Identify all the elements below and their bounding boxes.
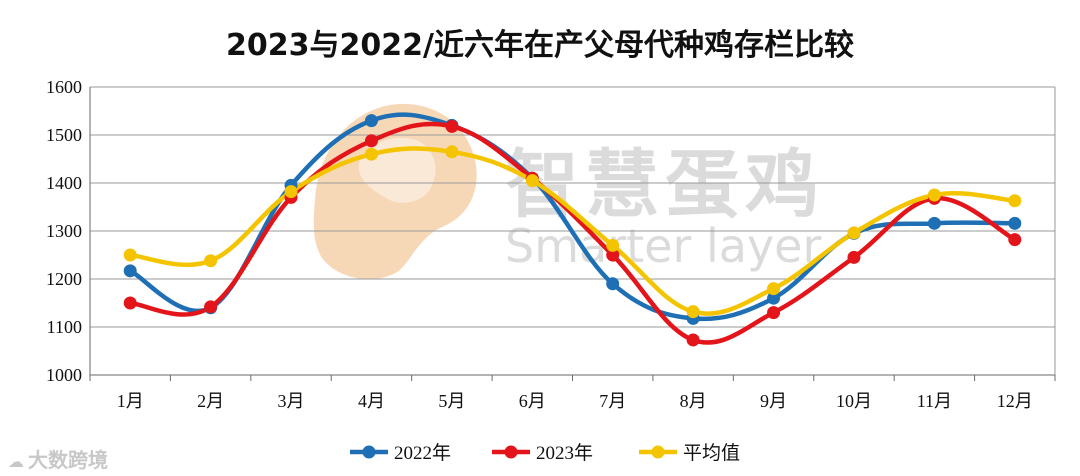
data-point-2 xyxy=(686,305,700,319)
data-point-0 xyxy=(364,114,378,128)
data-point-0 xyxy=(767,291,781,305)
watermark-chinese: 智慧蛋鸡 xyxy=(505,142,825,228)
data-point-1 xyxy=(123,296,137,310)
data-point-2 xyxy=(767,282,781,296)
x-tick-label: 7月 xyxy=(599,391,626,411)
corner-logo-text: 大数跨境 xyxy=(28,448,108,472)
y-tick-label: 1500 xyxy=(46,125,82,145)
legend-marker-2 xyxy=(651,445,665,459)
legend-marker-1 xyxy=(504,445,518,459)
data-point-1 xyxy=(686,333,700,347)
legend-label-0: 2022年 xyxy=(394,442,451,464)
y-tick-label: 1200 xyxy=(46,269,82,289)
data-point-1 xyxy=(364,134,378,148)
x-tick-label: 10月 xyxy=(836,391,872,411)
data-point-2 xyxy=(445,145,459,159)
y-axis-ticks: 1000 1100 1200 1300 1400 1500 1600 xyxy=(46,77,82,385)
y-tick-label: 1000 xyxy=(46,365,82,385)
data-point-1 xyxy=(767,306,781,320)
x-tick-label: 2月 xyxy=(197,391,224,411)
x-tick-label: 4月 xyxy=(358,391,385,411)
x-tick-label: 12月 xyxy=(997,391,1033,411)
grid xyxy=(89,86,1056,381)
y-tick-label: 1100 xyxy=(47,317,82,337)
data-point-1 xyxy=(204,300,218,314)
x-tick-label: 9月 xyxy=(760,391,787,411)
data-point-2 xyxy=(1008,194,1022,208)
x-axis-ticks: 1月 2月 3月 4月 5月 6月 7月 8月 9月 10月 11月 12月 xyxy=(117,391,1033,411)
x-tick-label: 8月 xyxy=(680,391,707,411)
x-tick-label: 1月 xyxy=(117,391,144,411)
legend: 2022年 2023年 平均值 xyxy=(350,442,740,464)
x-tick-label: 3月 xyxy=(278,391,305,411)
watermark-english: Smarter layer xyxy=(505,219,821,273)
x-tick-label: 11月 xyxy=(917,391,952,411)
series-line-1 xyxy=(127,121,1018,345)
y-tick-label: 1600 xyxy=(46,77,82,97)
corner-logo: ☁ 大数跨境 xyxy=(8,444,108,473)
data-point-0 xyxy=(123,264,137,278)
chart-title: 2023与2022/近六年在产父母代种鸡存栏比较 xyxy=(226,28,854,63)
data-point-2 xyxy=(927,188,941,202)
data-point-0 xyxy=(606,277,620,291)
data-point-2 xyxy=(847,226,861,240)
series-points xyxy=(123,114,1022,347)
y-tick-label: 1400 xyxy=(46,173,82,193)
data-point-1 xyxy=(1008,233,1022,247)
data-point-2 xyxy=(364,147,378,161)
data-point-0 xyxy=(927,216,941,230)
legend-marker-0 xyxy=(362,445,376,459)
x-tick-label: 5月 xyxy=(438,391,465,411)
data-point-1 xyxy=(606,248,620,262)
data-point-1 xyxy=(847,250,861,264)
cloud-logo-icon: ☁ xyxy=(8,452,24,471)
x-tick-label: 6月 xyxy=(519,391,546,411)
y-tick-label: 1300 xyxy=(46,221,82,241)
data-point-2 xyxy=(606,238,620,252)
data-point-1 xyxy=(445,119,459,133)
data-point-0 xyxy=(1008,216,1022,230)
data-point-2 xyxy=(204,254,218,268)
watermark: 智慧蛋鸡 Smarter layer xyxy=(313,103,825,280)
data-point-2 xyxy=(123,248,137,262)
legend-label-1: 2023年 xyxy=(536,442,593,464)
data-point-2 xyxy=(525,174,539,188)
data-point-2 xyxy=(284,185,298,199)
legend-label-2: 平均值 xyxy=(683,442,740,464)
